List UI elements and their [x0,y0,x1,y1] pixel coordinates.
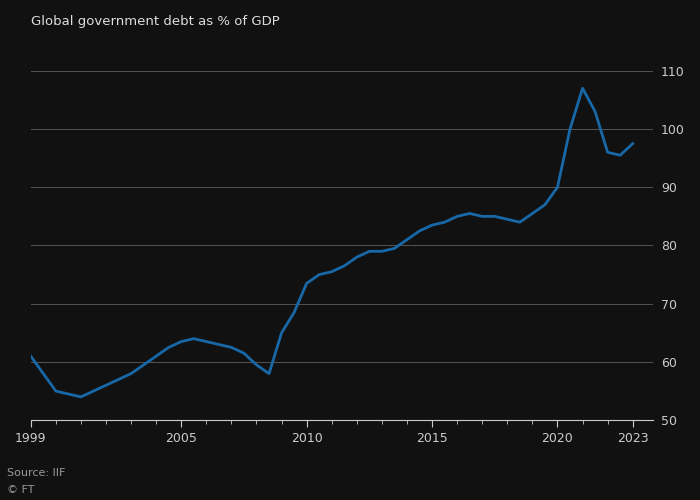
Text: Source: IIF: Source: IIF [7,468,65,477]
Text: © FT: © FT [7,485,34,495]
Text: Global government debt as % of GDP: Global government debt as % of GDP [31,15,279,28]
